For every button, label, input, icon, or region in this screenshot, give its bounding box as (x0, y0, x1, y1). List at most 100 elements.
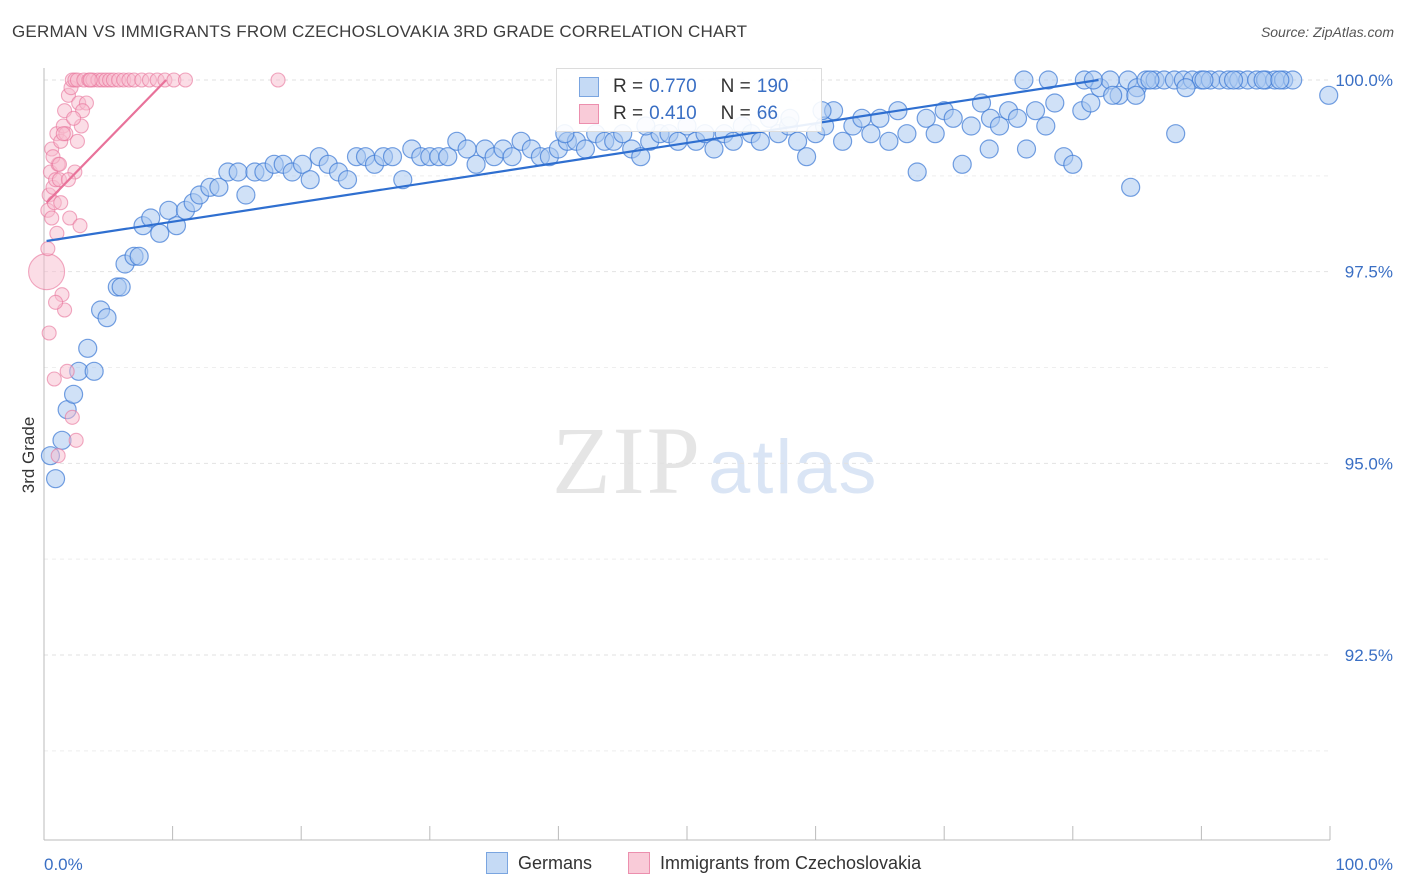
legend-swatch-germans (486, 852, 508, 874)
germans-point (1126, 85, 1146, 105)
czech-point (55, 126, 71, 142)
y-tick-label: 92.5% (1345, 646, 1393, 665)
germans-point (300, 170, 320, 190)
germans-point (1081, 93, 1101, 113)
czech-point (41, 325, 57, 341)
germans-point (1016, 139, 1037, 159)
czech-point (69, 133, 85, 149)
germans-point (961, 116, 981, 136)
germans-point (1025, 101, 1046, 121)
czech-point (66, 110, 82, 126)
germans-point (897, 124, 917, 144)
germans-point (1140, 70, 1160, 90)
germans-point (236, 185, 256, 205)
czech-point (44, 210, 60, 226)
germans-n-label: N = (720, 76, 751, 97)
germans-point (45, 469, 66, 489)
germans-point (52, 430, 72, 450)
germans-point (1038, 70, 1058, 90)
germans-point (438, 147, 458, 167)
germans-point (1270, 70, 1290, 90)
legend-item-germans: Germans (486, 852, 592, 874)
germans-point (97, 308, 117, 328)
watermark-atlas: atlas (708, 425, 879, 510)
germans-point (907, 162, 927, 182)
germans-point (209, 177, 229, 197)
germans-point (1063, 154, 1083, 174)
germans-r-label: R = (613, 76, 644, 97)
czech-point (62, 210, 78, 226)
stats-legend-row-czech: R = 0.410 N = 66 (579, 101, 784, 127)
czech-point (40, 241, 56, 257)
germans-point (952, 154, 972, 174)
germans-point (502, 147, 522, 167)
germans-point (943, 108, 963, 128)
czech-point (177, 72, 194, 88)
y-tick-label: 97.5% (1345, 263, 1393, 282)
germans-point (925, 124, 945, 144)
germans-point (141, 208, 161, 228)
czech-n-label: N = (720, 103, 751, 124)
czech-point (48, 294, 64, 310)
germans-n-value: 190 (756, 76, 789, 97)
germans-point (1036, 116, 1056, 136)
germans-point (1253, 70, 1273, 90)
czech-point (53, 195, 69, 211)
germans-point (1121, 177, 1141, 197)
germans-swatch (579, 77, 599, 97)
germans-point (989, 116, 1010, 136)
germans-point (796, 147, 817, 167)
germans-trendline (46, 78, 1099, 243)
germans-point (1194, 70, 1214, 90)
germans-point (466, 154, 486, 174)
czech-point (50, 448, 66, 464)
x-tick-label: 100.0% (1335, 855, 1393, 874)
czech-r-value: 0.410 (649, 103, 697, 124)
chart-title: GERMAN VS IMMIGRANTS FROM CZECHOSLOVAKIA… (12, 22, 748, 41)
germans-point (750, 131, 770, 151)
germans-point (393, 170, 413, 190)
y-axis-title: 3rd Grade (19, 417, 38, 494)
stats-legend-row-germans: R = 0.770 N = 190 (579, 74, 794, 100)
germans-point (1223, 70, 1244, 90)
czech-point (270, 72, 286, 88)
stats-legend: R = 0.770 N = 190 R = 0.410 N = 66 (556, 68, 822, 132)
legend-swatch-czech (628, 852, 650, 874)
czech-point (46, 371, 62, 387)
czech-trendline (45, 79, 167, 204)
chart-source: Source: ZipAtlas.com (1260, 24, 1394, 40)
germans-point (631, 147, 651, 167)
germans-point (1103, 85, 1123, 105)
x-tick-label: 0.0% (44, 855, 83, 874)
germans-point (292, 154, 313, 174)
germans-point (1176, 78, 1196, 98)
germans-point (150, 223, 170, 243)
watermark: ZIPatlas (552, 405, 879, 516)
germans-point (833, 131, 853, 151)
germans-point (382, 147, 403, 167)
czech-point (64, 409, 80, 425)
germans-point (228, 162, 248, 182)
germans-point (129, 246, 149, 266)
legend-item-czech: Immigrants from Czechoslovakia (628, 852, 921, 874)
germans-point (337, 170, 358, 190)
watermark-zip: ZIP (552, 407, 702, 514)
germans-point (704, 139, 724, 159)
germans-r-value: 0.770 (649, 76, 697, 97)
czech-point (59, 363, 75, 379)
legend-label-germans: Germans (518, 852, 593, 873)
legend-label-czech: Immigrants from Czechoslovakia (660, 852, 922, 873)
germans-point (1166, 124, 1186, 144)
germans-point (787, 131, 808, 151)
y-tick-label: 95.0% (1345, 454, 1393, 473)
germans-point (979, 139, 999, 159)
czech-n-value: 66 (756, 103, 778, 124)
germans-point (916, 108, 936, 128)
bottom-legend: Germans Immigrants from Czechoslovakia (0, 852, 1406, 878)
germans-point (63, 384, 84, 404)
germans-point (1014, 70, 1034, 90)
germans-point (1319, 85, 1339, 105)
germans-point (879, 131, 899, 151)
germans-point (1045, 93, 1065, 113)
germans-point (78, 338, 98, 358)
